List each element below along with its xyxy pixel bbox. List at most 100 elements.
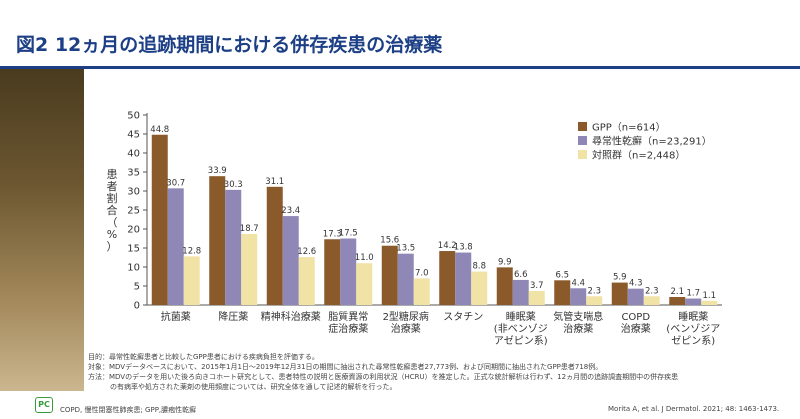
bar-value-label: 17.5 [339,229,358,239]
y-tick-label: 45 [127,130,140,141]
legend-label: 尋常性乾癬（n=23,291） [592,135,712,148]
x-tick-label: ゼピン系) [671,335,715,347]
citation: Morita A, et al. J Dermatol. 2021; 48: 1… [608,405,780,413]
title-underline [0,66,800,69]
bar-value-label: 11.0 [355,253,374,263]
bar-value-label: 8.8 [472,262,486,272]
bar-value-label: 31.1 [265,177,284,187]
y-axis-title-char: （ [107,216,118,229]
legend: GPP（n=614）尋常性乾癬（n=23,291）対照群（n=2,448） [578,122,712,162]
bar [266,186,283,305]
bar [643,296,660,305]
y-axis-title-char: ） [107,240,118,253]
bar-value-label: 4.4 [571,278,585,288]
bar [512,279,529,305]
x-tick-label: 症治療薬 [328,322,368,335]
bar [669,297,686,305]
bar [241,233,258,305]
y-axis: 0 5 10 15 20 25 30 35 40 45 50 [127,111,722,312]
bar [209,176,226,305]
bar [298,257,315,305]
decorative-side-bar [0,69,84,391]
bar-value-label: 6.5 [555,270,569,280]
bar [381,245,398,305]
y-axis-title-char: 割 [107,191,118,205]
bar [151,134,168,305]
x-tick-label: (非ベンゾジ [494,323,548,335]
bar-value-label: 18.7 [240,224,259,234]
x-tick-label: 治療薬 [621,322,651,335]
legend-swatch [578,136,587,145]
x-tick-label: 治療薬 [391,322,421,335]
bar-value-label: 13.8 [454,243,473,253]
bar-value-label: 33.9 [208,166,227,176]
bar [685,298,702,305]
bar [439,251,456,305]
page-title: 図2 12ヵ月の追跡期間における併存疾患の治療薬 [16,34,443,56]
bar-value-label: 3.7 [530,281,544,291]
y-tick-label: 40 [127,149,140,160]
note-objective: 目的：尋常性乾癬患者と比較したGPP患者における疾病負担を評価する。 [88,353,319,361]
bar-value-label: 6.6 [514,270,528,280]
bar-value-label: 2.3 [645,286,659,296]
bar-value-label: 30.7 [166,178,185,188]
bar-value-label: 12.6 [297,247,316,257]
bars: 44.8 30.7 12.8 33.9 30.3 18.7 31.1 23.4 12.6 17.3… [150,125,718,305]
bar-value-label: 4.3 [629,279,643,289]
bar-value-label: 17.3 [323,229,342,239]
bar-value-label: 15.6 [380,236,399,246]
y-tick-label: 50 [127,111,140,122]
bar-value-label: 14.2 [438,241,457,251]
y-axis-title-char: 患 [107,168,118,181]
bar [627,288,644,305]
y-tick-label: 20 [127,225,140,236]
legend-label: 対照群（n=2,448） [592,149,685,162]
bar [496,267,513,305]
note-subjects: 対象：MDVデータベースにおいて、2015年1月1日～2019年12月31日の期… [88,363,603,371]
x-tick-label: (ベンゾジア [666,323,720,335]
bar [413,278,430,305]
y-tick-label: 15 [127,244,140,255]
x-tick-label: 気管支喘息 [553,310,603,323]
y-tick-label: 0 [134,301,140,312]
bar-value-label: 1.7 [686,289,700,299]
y-axis-title-char: 合 [107,203,118,217]
x-tick-label: 脂質異常 [328,310,368,323]
bar-value-label: 23.4 [281,206,300,216]
bar [282,216,299,305]
y-tick-label: 10 [127,263,140,274]
y-tick-label: 35 [127,168,140,179]
bar-value-label: 13.5 [396,244,415,254]
x-tick-label: アゼピン系) [494,335,548,347]
bar-value-label: 30.3 [224,180,243,190]
bar [528,290,545,305]
note-methods: 方法：MDVのデータを用いた後ろ向きコホート研究として、患者特性の説明と医療資源… [88,373,679,381]
bar [225,189,242,305]
x-tick-label: 抗菌薬 [161,310,191,323]
y-tick-label: 5 [134,282,140,293]
x-tick-label: 2型糖尿病 [383,310,429,323]
bar [570,288,587,305]
bar [340,238,357,305]
x-tick-label: 治療薬 [563,322,593,335]
x-tick-label: 睡眠薬 [678,310,708,323]
x-tick-label: 降圧薬 [218,310,248,323]
y-tick-label: 25 [127,206,140,217]
bar [167,188,184,305]
x-tick-label: 精神科治療薬 [261,310,321,323]
legend-label: GPP（n=614） [592,122,666,134]
bar [397,253,414,305]
x-tick-label: 睡眠薬 [506,310,536,323]
bar [611,282,628,305]
method-notes: 目的：尋常性乾癬患者と比較したGPP患者における疾病負担を評価する。 対象：MD… [88,352,788,392]
title-bar: 図2 12ヵ月の追跡期間における併存疾患の治療薬 [0,0,800,66]
bar [554,280,571,305]
x-tick-label: スタチン [443,311,483,323]
bar [356,263,373,305]
y-axis-title-char: % [107,228,117,241]
bar-value-label: 44.8 [150,125,169,135]
bar-value-label: 2.1 [670,287,684,297]
